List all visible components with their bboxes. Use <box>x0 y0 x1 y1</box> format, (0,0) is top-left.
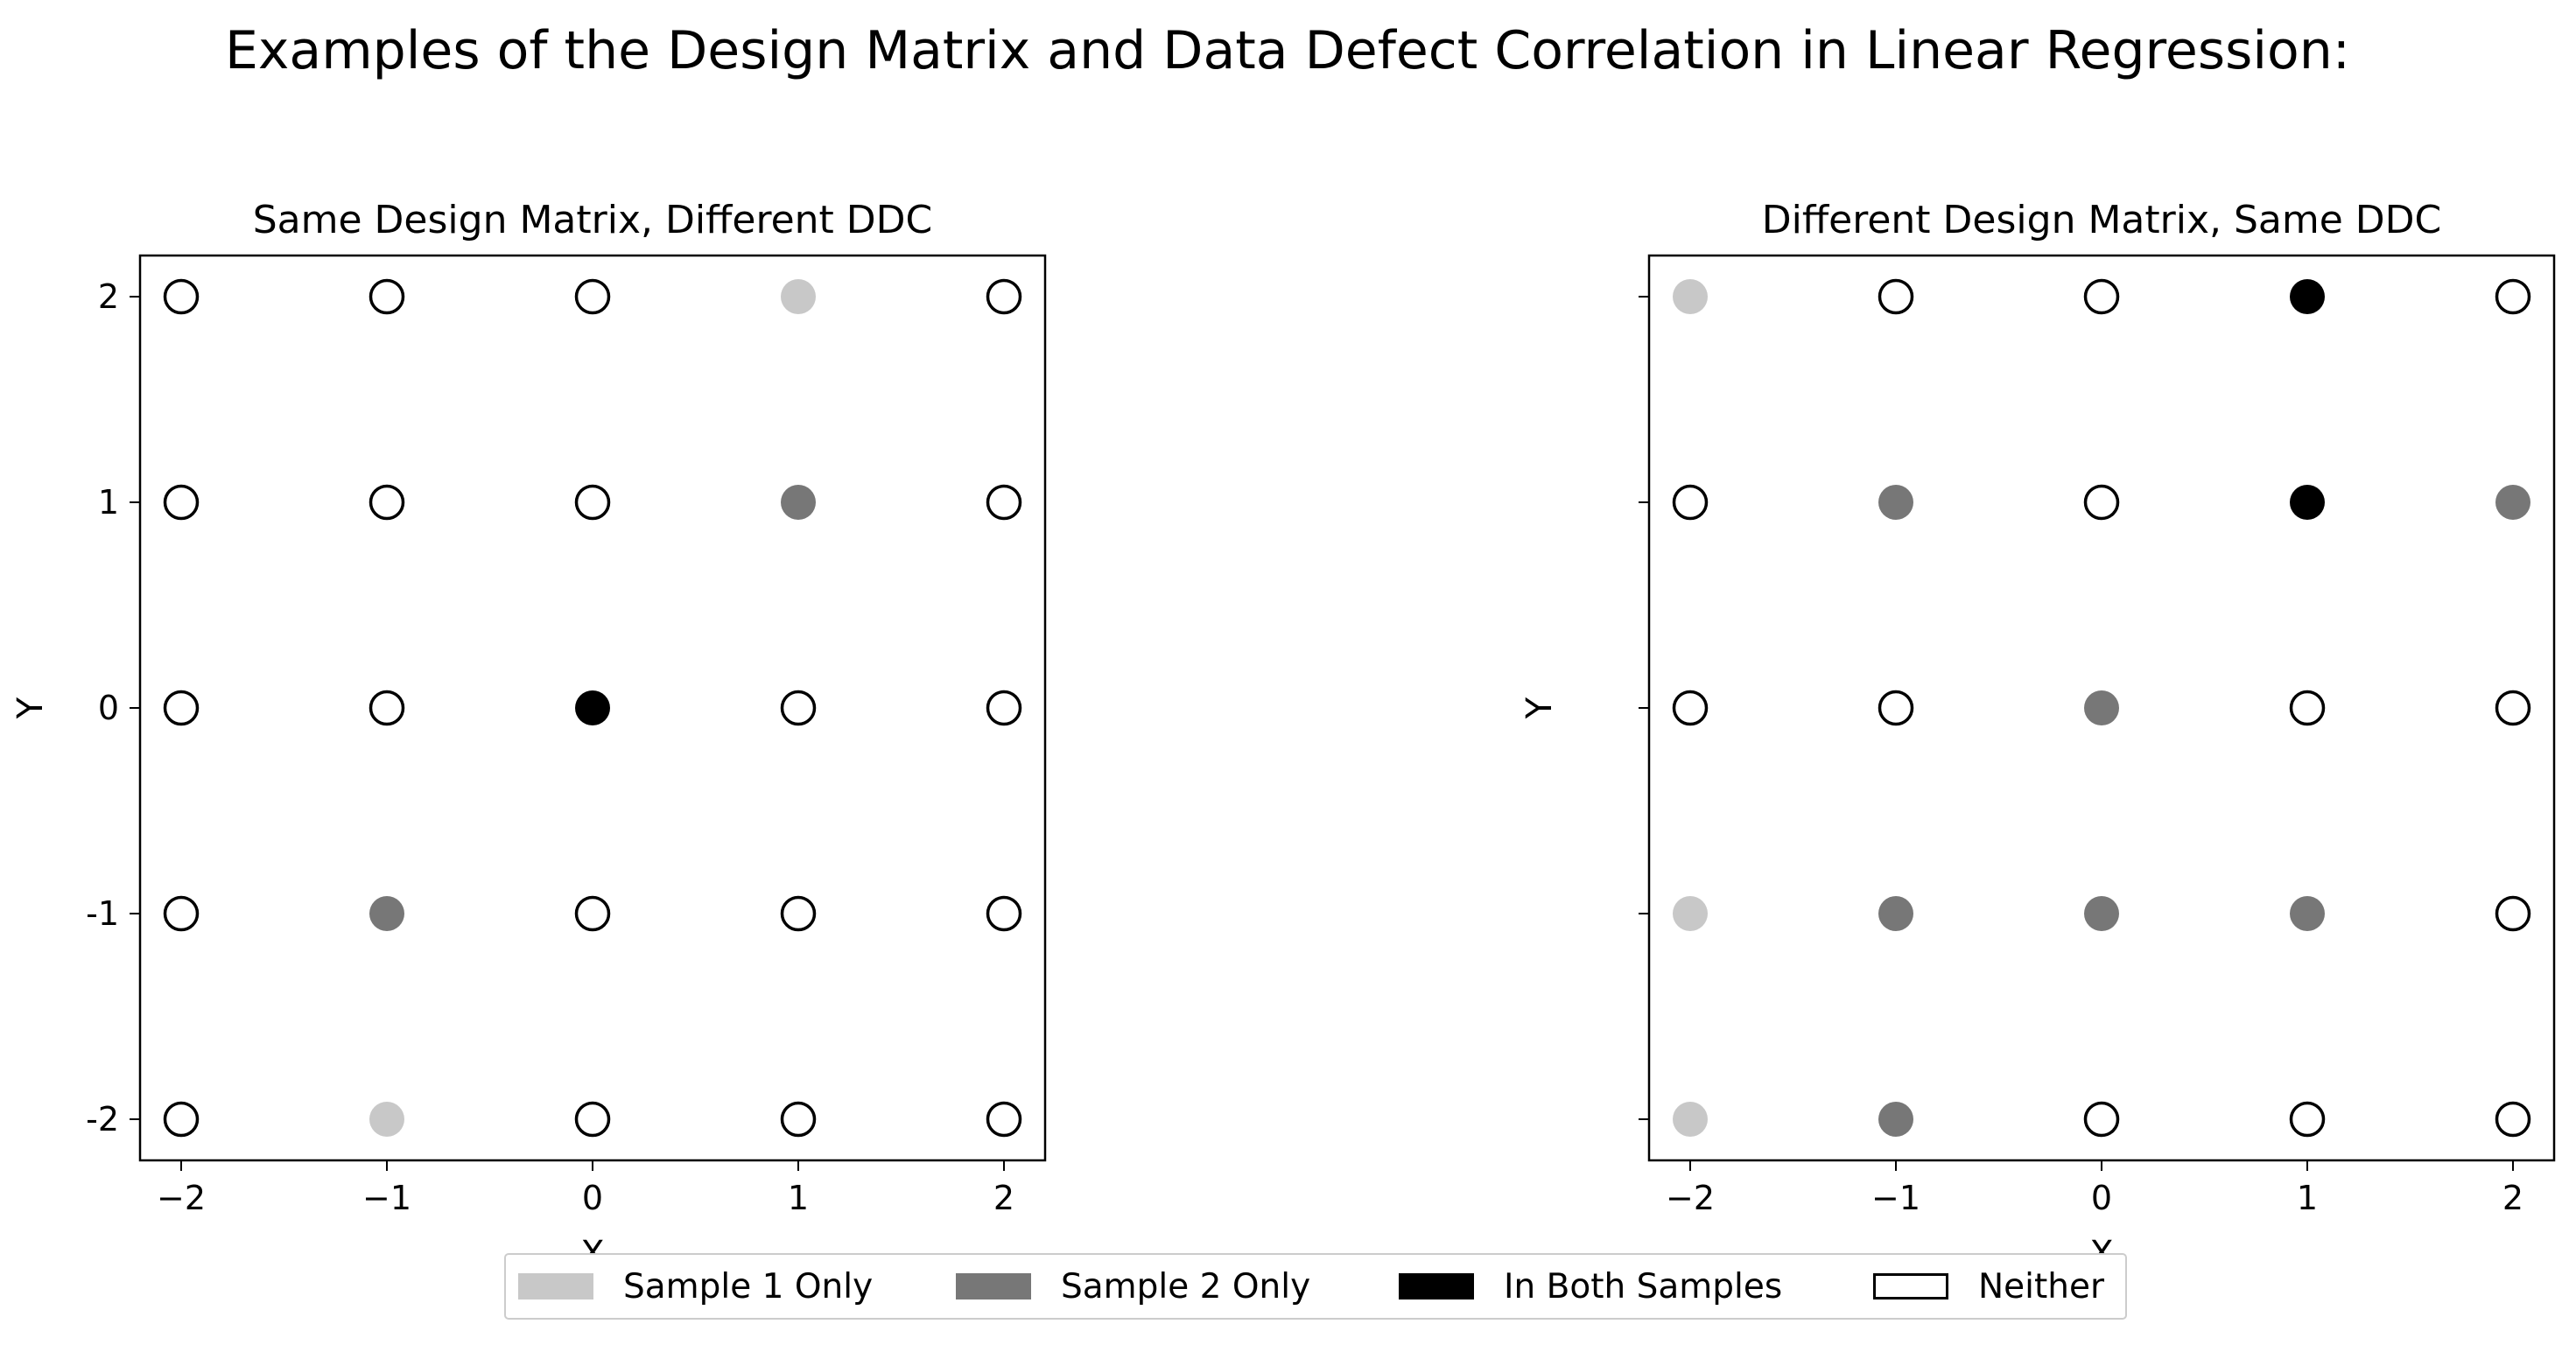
data-point-neither <box>986 895 1022 932</box>
x-tick-label: 0 <box>582 1179 603 1217</box>
data-point-sample2 <box>781 485 816 520</box>
x-tick-label: 2 <box>2502 1179 2523 1217</box>
data-point-neither <box>163 484 200 521</box>
data-point-sample2 <box>1878 485 1913 520</box>
legend-swatch-both <box>1399 1273 1474 1299</box>
data-point-neither <box>2495 895 2531 932</box>
data-point-neither <box>2495 690 2531 726</box>
legend-label-sample1: Sample 1 Only <box>623 1266 874 1306</box>
data-point-neither <box>2495 1101 2531 1138</box>
x-tick-label: −1 <box>1871 1179 1920 1217</box>
data-point-neither <box>369 690 405 726</box>
data-point-neither <box>369 278 405 315</box>
data-point-neither <box>1878 690 1914 726</box>
y-tick-label: 2 <box>98 277 119 316</box>
data-point-sample1 <box>1673 896 1708 931</box>
data-point-sample2 <box>2084 896 2119 931</box>
y-axis-label: Y <box>1520 697 1560 719</box>
y-tick-label: 1 <box>98 483 119 522</box>
data-point-sample2 <box>2290 896 2325 931</box>
data-point-sample2 <box>1878 896 1913 931</box>
data-point-neither <box>2495 278 2531 315</box>
panel-2: Different Design Matrix, Same DDC −2 −1 0 1 2… <box>1520 198 2556 1274</box>
panel-title: Different Design Matrix, Same DDC <box>1762 198 2442 242</box>
data-point-sample1 <box>1673 1102 1708 1137</box>
x-tick-label: −2 <box>157 1179 206 1217</box>
data-point-neither <box>2083 278 2120 315</box>
data-point-sample1 <box>1673 279 1708 314</box>
data-point-sample2 <box>1878 1102 1913 1137</box>
data-point-neither <box>2289 1101 2326 1138</box>
data-point-both <box>575 690 610 725</box>
y-tick-label: -2 <box>86 1100 119 1138</box>
legend-label-both: In Both Samples <box>1504 1266 1783 1306</box>
panel-1: Same Design Matrix, Different DDC −2 -2 −1 -… <box>11 198 1047 1274</box>
data-point-neither <box>986 1101 1022 1138</box>
data-point-sample1 <box>781 279 816 314</box>
data-point-neither <box>1878 278 1914 315</box>
legend-swatch-sample1 <box>518 1273 593 1299</box>
data-point-neither <box>574 278 611 315</box>
data-point-neither <box>780 895 817 932</box>
data-point-neither <box>986 278 1022 315</box>
y-tick-label: 0 <box>98 689 119 727</box>
plot-frame <box>138 254 1047 1162</box>
legend-label-sample2: Sample 2 Only <box>1061 1266 1311 1306</box>
data-point-sample2 <box>2084 690 2119 725</box>
x-tick-label: 1 <box>788 1179 809 1217</box>
data-point-neither <box>780 690 817 726</box>
plot-frame <box>1647 254 2556 1162</box>
data-point-neither <box>780 1101 817 1138</box>
data-point-neither <box>163 278 200 315</box>
legend-item-neither: Neither <box>1873 1255 2104 1318</box>
legend-item-sample2: Sample 2 Only <box>956 1255 1310 1318</box>
data-point-neither <box>574 895 611 932</box>
legend-swatch-sample2 <box>956 1273 1031 1299</box>
data-point-sample1 <box>369 1102 404 1137</box>
x-tick-label: 0 <box>2091 1179 2112 1217</box>
figure-title: Examples of the Design Matrix and Data D… <box>225 20 2350 81</box>
data-point-neither <box>163 690 200 726</box>
legend-label-neither: Neither <box>1978 1266 2105 1306</box>
panel-title: Same Design Matrix, Different DDC <box>253 198 933 242</box>
legend-item-sample1: Sample 1 Only <box>518 1255 873 1318</box>
data-point-neither <box>1672 484 1709 521</box>
data-point-both <box>2290 485 2325 520</box>
data-point-neither <box>2083 484 2120 521</box>
legend-swatch-neither <box>1873 1273 1948 1299</box>
data-point-neither <box>574 484 611 521</box>
legend-item-both: In Both Samples <box>1399 1255 1782 1318</box>
data-point-neither <box>2083 1101 2120 1138</box>
data-point-neither <box>574 1101 611 1138</box>
y-axis-label: Y <box>11 697 51 719</box>
data-point-neither <box>163 895 200 932</box>
data-point-neither <box>986 690 1022 726</box>
x-tick-label: −2 <box>1666 1179 1715 1217</box>
legend: Sample 1 Only Sample 2 Only In Both Samp… <box>504 1253 2127 1320</box>
x-tick-label: −1 <box>362 1179 411 1217</box>
data-point-neither <box>986 484 1022 521</box>
data-point-neither <box>369 484 405 521</box>
x-tick-label: 2 <box>993 1179 1014 1217</box>
data-point-neither <box>1672 690 1709 726</box>
data-point-neither <box>2289 690 2326 726</box>
y-tick-label: -1 <box>86 894 119 933</box>
data-point-sample2 <box>2495 485 2530 520</box>
data-point-neither <box>163 1101 200 1138</box>
x-tick-label: 1 <box>2297 1179 2318 1217</box>
data-point-sample2 <box>369 896 404 931</box>
data-point-both <box>2290 279 2325 314</box>
